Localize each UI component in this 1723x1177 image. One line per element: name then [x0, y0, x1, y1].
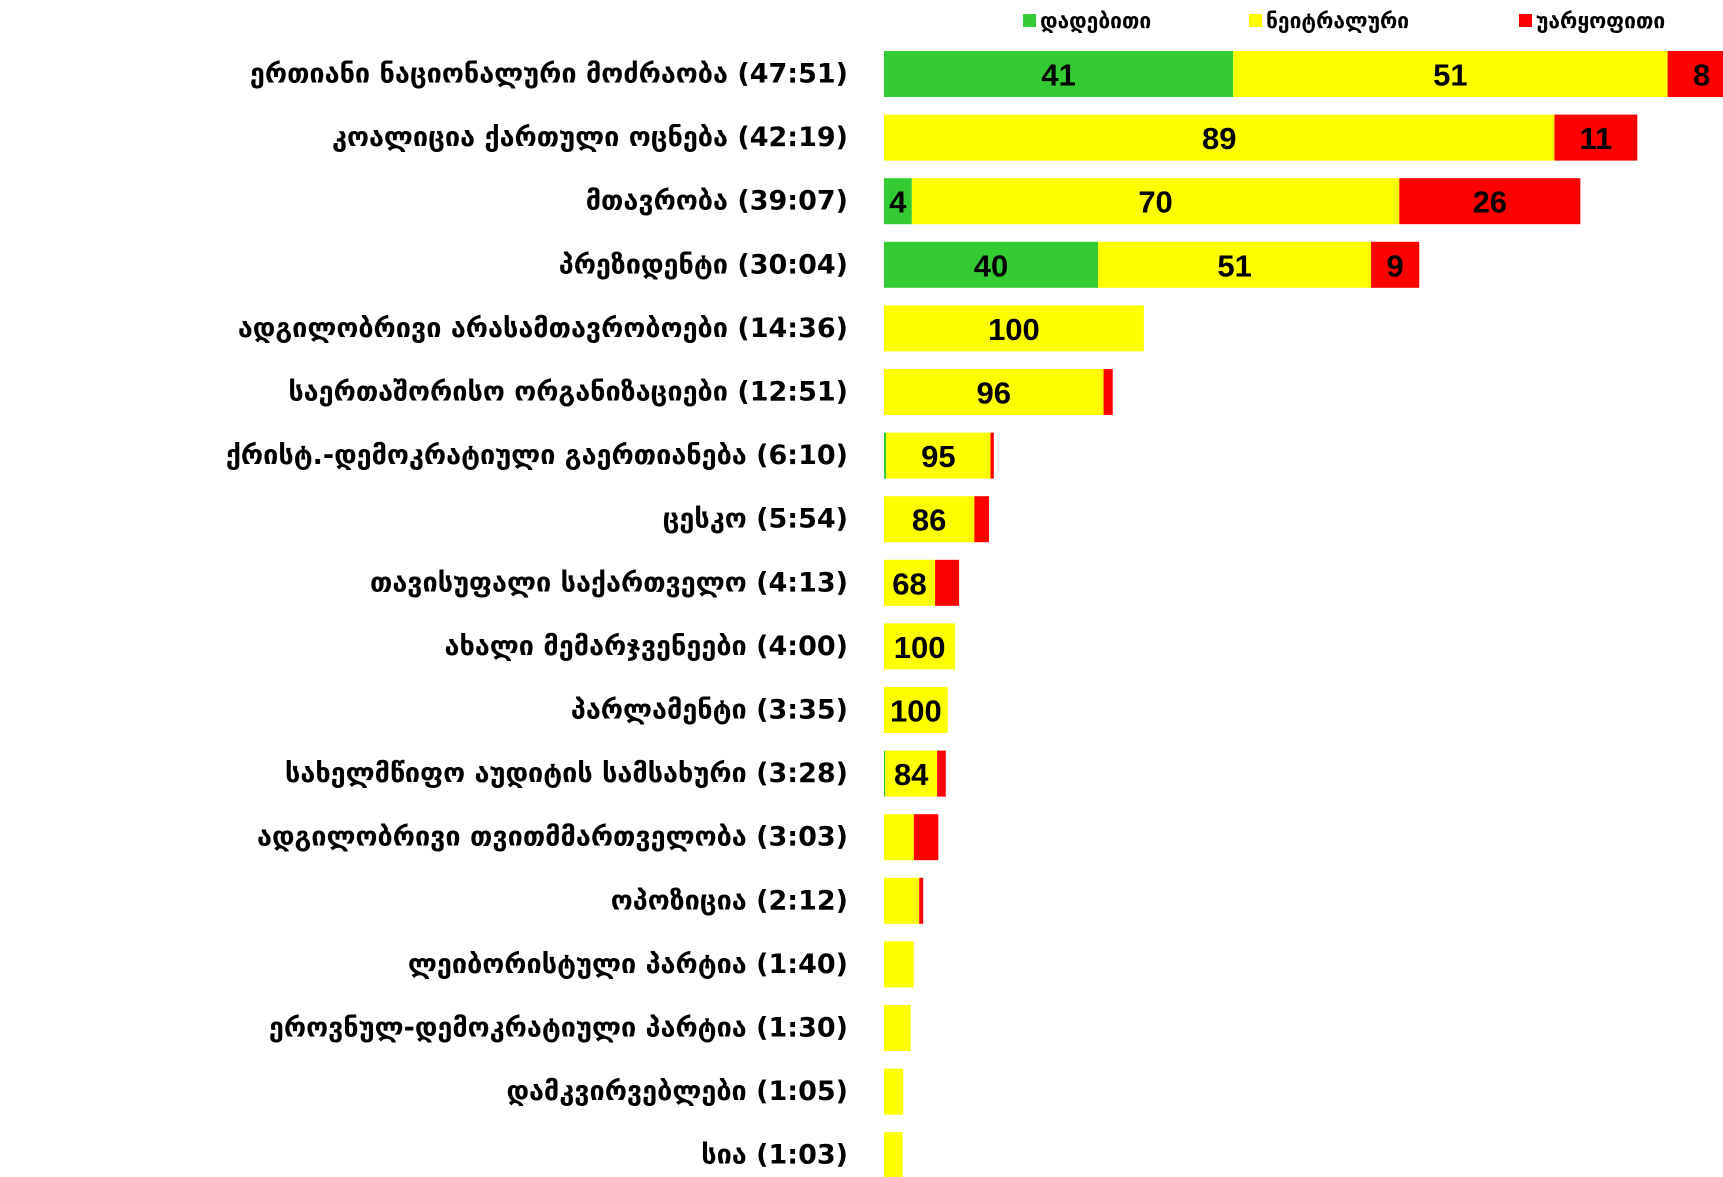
bar-segment-neutral: [884, 1068, 904, 1115]
bar-segment-neutral: [911, 178, 1400, 225]
category-label: მთავრობა (39:07): [586, 186, 848, 217]
category-label: ერთიანი ნაციონალური მოძრაობა (47:51): [250, 59, 848, 90]
bar-segment-negative: [919, 877, 924, 924]
bar-segment-neutral: [884, 496, 975, 543]
data-label: 41: [1041, 58, 1075, 93]
bar-segment-negative: [937, 750, 946, 797]
category-label: ლეიბორისტული პარტია (1:40): [408, 949, 848, 980]
bar-segment-neutral: [884, 1132, 903, 1177]
data-label: 11: [1579, 121, 1612, 156]
bar-segment-neutral: [884, 687, 948, 733]
bar-segment-neutral: [1098, 241, 1372, 288]
category-label: ოპოზიცია (2:12): [611, 885, 848, 916]
bar-segment-neutral: [884, 941, 914, 988]
bar-segment-negative: [974, 496, 990, 543]
data-label: 26: [1473, 185, 1507, 220]
legend-label-positive: დადებითი: [1040, 9, 1151, 33]
category-label: ქრისტ.-დემოკრატიული გაერთიანება (6:10): [226, 440, 848, 471]
legend-label-neutral: ნეიტრალური: [1266, 9, 1409, 33]
data-label: 9: [1387, 248, 1404, 283]
data-label: 70: [1138, 185, 1172, 220]
bar-segment-neutral: [885, 750, 938, 797]
category-label: კოალიცია ქართული ოცნება (42:19): [332, 122, 848, 153]
data-label: 100: [890, 694, 942, 729]
bar-segment-positive: [884, 51, 1234, 97]
category-label: ცესკო (5:54): [663, 504, 848, 535]
category-label: პარლამენტი (3:35): [571, 695, 848, 726]
data-label: 96: [977, 376, 1011, 411]
category-label: ეროვნულ-დემოკრატიული პარტია (1:30): [269, 1013, 848, 1044]
bar-segment-positive: [884, 241, 1099, 288]
bar-segment-neutral: [884, 369, 1104, 415]
category-labels: ერთიანი ნაციონალური მოძრაობა (47:51) კოალ…: [226, 59, 848, 1171]
category-label: ადგილობრივი არასამთავრობოები (14:36): [238, 313, 848, 344]
bar-segment-negative: [1103, 369, 1113, 415]
bar-segment-negative: [935, 559, 960, 606]
bar-segment-neutral: [884, 114, 1555, 161]
category-label: ადგილობრივი თვითმმართველობა (3:03): [257, 822, 848, 853]
bar-segment-neutral: [884, 623, 956, 670]
bar-segment-negative: [913, 814, 939, 861]
legend-swatch-positive: [1023, 14, 1036, 27]
data-label: 51: [1433, 58, 1467, 93]
data-label: 89: [1202, 121, 1236, 156]
bar-segment-neutral: [884, 559, 936, 606]
bar-segment-positive: [884, 178, 912, 225]
legend: დადებითი ნეიტრალური უარყოფითი: [1023, 9, 1665, 33]
bar-segment-positive: [884, 750, 886, 797]
bar-segment-neutral: [884, 1005, 911, 1051]
bars: [884, 51, 1723, 1177]
bar-segment-negative: [1399, 178, 1581, 225]
category-label: პრეზიდენტი (30:04): [559, 249, 848, 280]
data-label: 40: [974, 248, 1008, 283]
bar-segment-neutral: [884, 814, 914, 861]
category-label: სია (1:03): [701, 1140, 848, 1171]
data-label: 95: [921, 439, 955, 474]
legend-label-negative: უარყოფითი: [1536, 9, 1665, 33]
legend-swatch-neutral: [1249, 14, 1262, 27]
category-label: საერთაშორისო ორგანიზაციები (12:51): [288, 377, 848, 408]
bar-segment-neutral: [884, 305, 1144, 352]
bar-segment-negative: [990, 432, 994, 479]
bar-segment-neutral: [1233, 51, 1668, 97]
category-label: ახალი მემარჯვენეები (4:00): [445, 631, 848, 662]
bar-segment-neutral: [884, 877, 920, 924]
category-label: თავისუფალი საქართველო (4:13): [370, 567, 848, 598]
data-label: 51: [1217, 248, 1251, 283]
bar-segment-negative: [1371, 241, 1420, 288]
bar-segment-negative: [1667, 51, 1723, 97]
data-label: 8: [1693, 58, 1710, 93]
category-label: სახელმწიფო აუდიტის სამსახური (3:28): [285, 758, 848, 789]
bar-segment-positive: [884, 432, 887, 479]
bar-segment-neutral: [886, 432, 991, 479]
legend-swatch-negative: [1519, 14, 1532, 27]
data-label: 86: [912, 503, 946, 538]
bar-segment-negative: [1554, 114, 1638, 161]
category-label: დამკვირვებლები (1:05): [506, 1076, 848, 1107]
data-label: 100: [988, 312, 1040, 347]
data-label: 84: [894, 757, 929, 792]
data-label: 68: [892, 566, 926, 601]
data-label: 4: [889, 185, 907, 220]
data-label: 100: [894, 630, 946, 665]
